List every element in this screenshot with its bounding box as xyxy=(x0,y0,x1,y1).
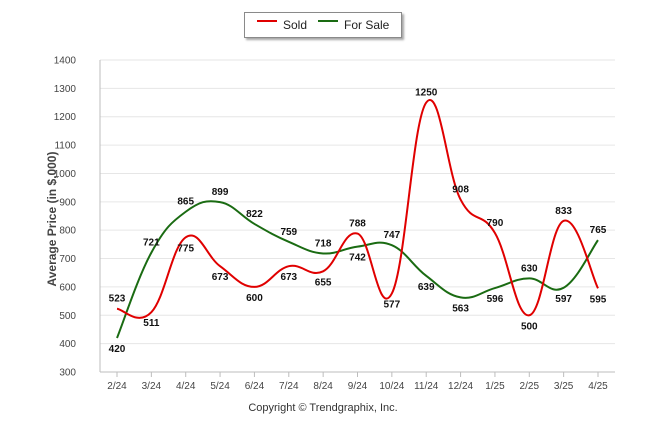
y-tick-label: 1100 xyxy=(54,141,76,152)
data-label-sold: 500 xyxy=(521,321,538,332)
data-labels: 523 511 775 673 600 673 655 788 577 1250 908 790 500… xyxy=(109,88,607,355)
data-label-sold: 775 xyxy=(177,243,194,254)
data-label-for-sale: 899 xyxy=(212,187,229,198)
y-tick-label: 300 xyxy=(59,368,76,379)
y-tick-label: 500 xyxy=(59,311,76,322)
data-label-for-sale: 563 xyxy=(452,303,469,314)
data-label-sold: 1250 xyxy=(415,88,438,99)
data-label-sold: 511 xyxy=(143,318,160,329)
data-label-for-sale: 597 xyxy=(555,294,572,305)
x-tick-label: 6/24 xyxy=(245,381,265,392)
y-axis-title: Average Price (in $,000) xyxy=(45,151,59,287)
data-label-for-sale: 596 xyxy=(487,294,504,305)
y-tick-label: 1000 xyxy=(54,169,77,180)
x-tick-label: 7/24 xyxy=(279,381,299,392)
legend-label-sold: Sold xyxy=(283,18,308,32)
data-label-sold: 790 xyxy=(487,218,504,229)
data-label-sold: 833 xyxy=(555,206,572,217)
axes: 300 400 500 600 700 800 900 1000 1100 1200 1300 140… xyxy=(54,56,615,392)
data-label-for-sale: 639 xyxy=(418,282,435,293)
y-tick-label: 900 xyxy=(59,197,76,208)
y-tick-label: 400 xyxy=(59,339,76,350)
data-label-sold: 673 xyxy=(280,272,297,283)
y-tick-label: 600 xyxy=(59,282,76,293)
data-label-sold: 523 xyxy=(109,294,126,305)
y-tick-label: 1400 xyxy=(54,56,77,67)
x-tick-label: 4/25 xyxy=(588,381,608,392)
y-tick-label: 800 xyxy=(59,226,76,237)
x-tick-label: 2/25 xyxy=(520,381,540,392)
series-lines xyxy=(116,99,599,339)
data-label-sold: 788 xyxy=(349,219,366,230)
x-tick-label: 9/24 xyxy=(348,381,368,392)
x-tick-label: 1/25 xyxy=(485,381,505,392)
x-tick-label: 10/24 xyxy=(379,381,404,392)
legend-swatch-sold xyxy=(257,20,277,22)
x-tick-label: 3/25 xyxy=(554,381,574,392)
data-label-for-sale: 865 xyxy=(177,197,194,208)
data-label-for-sale: 759 xyxy=(280,227,297,238)
data-label-for-sale: 630 xyxy=(521,263,538,274)
data-label-for-sale: 742 xyxy=(349,253,366,264)
x-tick-label: 12/24 xyxy=(448,381,473,392)
data-label-for-sale: 765 xyxy=(590,225,607,236)
series-line-sold xyxy=(116,99,599,319)
data-label-for-sale: 420 xyxy=(109,344,126,355)
legend-label-for-sale: For Sale xyxy=(344,18,390,32)
y-tick-label: 700 xyxy=(59,254,76,265)
data-label-sold: 595 xyxy=(590,294,607,305)
data-label-for-sale: 747 xyxy=(384,230,401,241)
data-label-sold: 908 xyxy=(452,185,469,196)
data-label-sold: 673 xyxy=(212,272,229,283)
x-tick-label: 4/24 xyxy=(176,381,196,392)
data-label-sold: 655 xyxy=(315,277,332,288)
x-tick-label: 3/24 xyxy=(142,381,162,392)
copyright-text: Copyright © Trendgraphix, Inc. xyxy=(248,402,398,414)
x-tick-label: 8/24 xyxy=(313,381,333,392)
x-tick-label: 5/24 xyxy=(210,381,230,392)
data-label-for-sale: 718 xyxy=(315,238,332,249)
data-label-sold: 577 xyxy=(384,299,401,310)
data-label-for-sale: 822 xyxy=(246,209,263,220)
legend: Sold For Sale xyxy=(244,12,402,38)
y-tick-label: 1200 xyxy=(54,112,77,123)
legend-swatch-for-sale xyxy=(318,20,338,22)
data-label-for-sale: 721 xyxy=(143,238,160,249)
y-tick-label: 1300 xyxy=(54,84,77,95)
data-label-sold: 600 xyxy=(246,293,263,304)
series-line-for-sale xyxy=(116,200,599,339)
grid-lines xyxy=(100,59,615,373)
x-tick-label: 11/24 xyxy=(414,381,439,392)
x-tick-label: 2/24 xyxy=(107,381,127,392)
